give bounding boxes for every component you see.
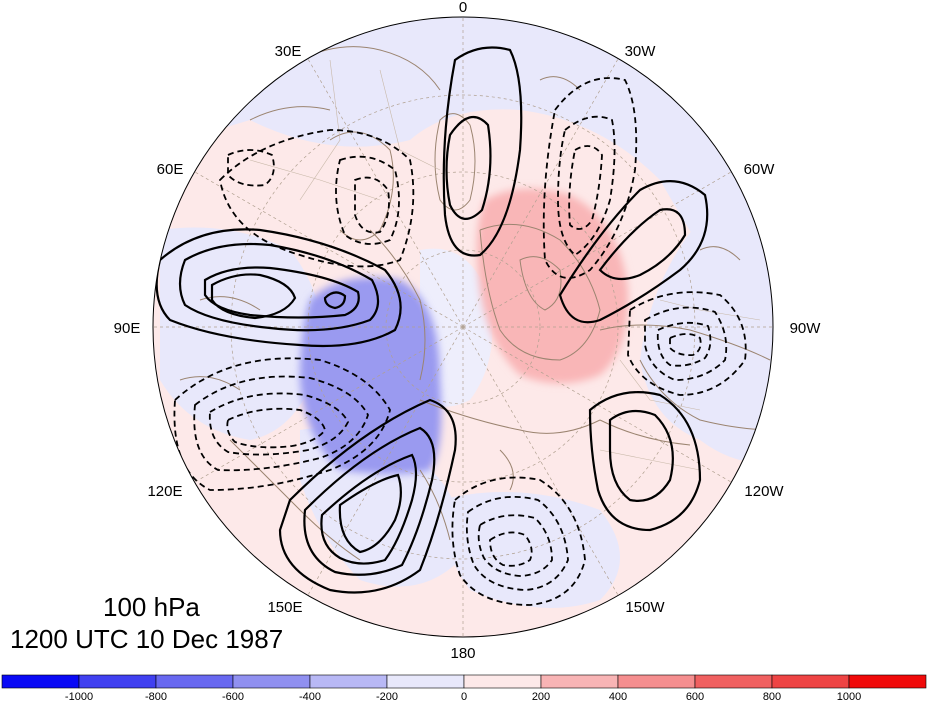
colorbar-tick-label: -1000 bbox=[65, 691, 93, 702]
lon-label-60w: 60W bbox=[744, 161, 776, 178]
colorbar-tick-label: 0 bbox=[461, 691, 467, 702]
lon-label-30w: 30W bbox=[625, 43, 657, 60]
lon-label-60e: 60E bbox=[157, 161, 184, 178]
colorbar-swatch bbox=[155, 674, 234, 689]
colorbar-tick-label: 1000 bbox=[837, 691, 861, 702]
colorbar-swatch bbox=[386, 674, 465, 689]
colorbar-swatch bbox=[617, 674, 696, 689]
colorbar-tick-label: -200 bbox=[376, 691, 398, 702]
colorbar-swatch bbox=[771, 674, 850, 689]
colorbar-tick-label: 400 bbox=[609, 691, 627, 702]
colorbar-swatch bbox=[848, 674, 927, 689]
globe-outline bbox=[152, 16, 774, 638]
colorbar-swatch bbox=[694, 674, 773, 689]
shading-pale-negative-north bbox=[153, 17, 773, 300]
colorbar-swatch bbox=[1, 674, 80, 689]
meridians bbox=[153, 17, 773, 637]
colorbar-swatch bbox=[540, 674, 619, 689]
shading-negative-anomaly bbox=[300, 277, 442, 474]
country-borders bbox=[249, 59, 761, 471]
shading-pale-negative-west bbox=[160, 227, 322, 440]
longitude-labels: 0 30W 60W 90W 120W 150W 180 150E 120E 90… bbox=[114, 0, 822, 662]
lon-label-90w: 90W bbox=[790, 320, 822, 337]
colorbar: -1000 -800 -600 -400 -200 0 200 400 600 800 1000 bbox=[1, 674, 927, 702]
lon-label-150e: 150E bbox=[267, 599, 302, 616]
colorbar-swatch bbox=[78, 674, 157, 689]
shading-pale-negative-east bbox=[640, 220, 773, 463]
colorbar-tick-label: -600 bbox=[222, 691, 244, 702]
colorbar-swatch bbox=[232, 674, 311, 689]
colorbar-tick-label: 800 bbox=[763, 691, 781, 702]
negative-contours bbox=[173, 77, 747, 606]
lon-label-30e: 30E bbox=[275, 43, 302, 60]
coastlines bbox=[179, 46, 773, 561]
lon-label-180: 180 bbox=[450, 645, 475, 662]
colorbar-tick-label: -400 bbox=[299, 691, 321, 702]
lon-label-150w: 150W bbox=[625, 599, 665, 616]
colorbar-tick-label: 600 bbox=[686, 691, 704, 702]
positive-contours bbox=[155, 46, 709, 594]
valid-time-label: 1200 UTC 10 Dec 1987 bbox=[10, 624, 284, 654]
lon-label-120e: 120E bbox=[147, 483, 182, 500]
lon-label-120w: 120W bbox=[744, 483, 784, 500]
colorbar-swatch bbox=[309, 674, 388, 689]
colorbar-tick-label: 200 bbox=[532, 691, 550, 702]
lon-label-0: 0 bbox=[459, 0, 467, 16]
lon-label-90e: 90E bbox=[114, 320, 141, 337]
colorbar-tick-label: -800 bbox=[145, 691, 167, 702]
pressure-level-label: 100 hPa bbox=[103, 592, 200, 622]
colorbar-swatch bbox=[463, 674, 542, 689]
